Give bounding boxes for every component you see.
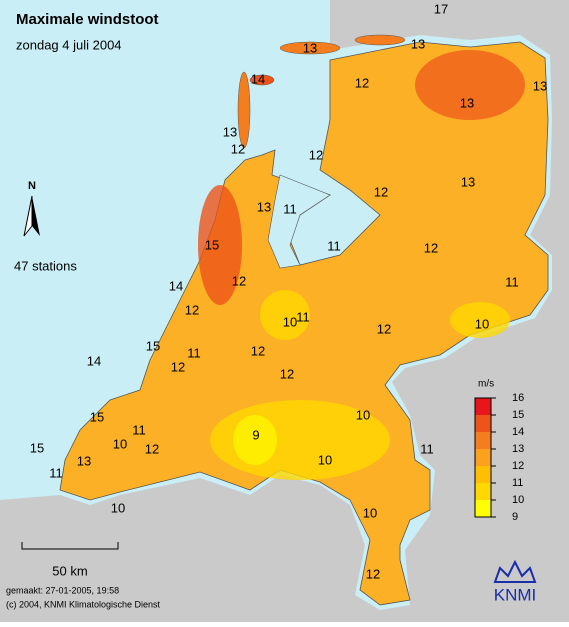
station-value: 9	[252, 427, 259, 442]
legend-frame	[474, 397, 492, 518]
legend-tick-label: 15	[512, 409, 524, 421]
station-value: 12	[185, 302, 199, 317]
station-value: 10	[113, 436, 127, 451]
legend-swatch	[475, 415, 491, 432]
station-value: 15	[90, 409, 104, 424]
station-value: 11	[296, 309, 310, 324]
legend-swatch	[475, 449, 491, 466]
station-value: 12	[377, 321, 391, 336]
legend-tick-label: 10	[512, 494, 524, 506]
station-value: 13	[223, 124, 237, 139]
station-value: 12	[374, 184, 388, 199]
station-value: 12	[251, 343, 265, 358]
station-value: 17	[434, 1, 448, 16]
legend-swatch	[475, 432, 491, 449]
station-value: 11	[187, 345, 201, 360]
subtitle: zondag 4 juli 2004	[16, 37, 122, 52]
station-value: 10	[475, 316, 489, 331]
north-label: N	[28, 180, 36, 192]
station-value: 14	[169, 278, 183, 293]
east-low	[450, 302, 510, 338]
scale-bar	[21, 542, 119, 550]
station-value: 12	[145, 441, 159, 456]
central-low	[260, 290, 310, 340]
south-min	[233, 415, 277, 465]
legend-tick-label: 16	[512, 392, 524, 404]
station-value: 12	[309, 147, 323, 162]
station-value: 13	[303, 40, 317, 55]
legend-swatch	[475, 466, 491, 483]
station-value: 12	[424, 240, 438, 255]
title: Maximale windstoot	[16, 11, 159, 28]
station-value: 11	[505, 274, 519, 289]
legend-unit: m/s	[478, 379, 494, 390]
north-arrow	[32, 196, 40, 236]
station-value: 13	[533, 78, 547, 93]
north-high	[415, 50, 525, 120]
legend-tick-label: 13	[512, 443, 524, 455]
ijsselmeer	[267, 174, 331, 269]
station-value: 13	[460, 95, 474, 110]
station-value: 13	[257, 199, 271, 214]
station-value: 12	[355, 75, 369, 90]
station-value: 13	[411, 36, 425, 51]
station-value: 12	[280, 366, 294, 381]
station-value: 13	[77, 453, 91, 468]
station-value: 10	[283, 314, 297, 329]
island	[237, 71, 251, 149]
island	[249, 74, 275, 86]
legend-tick-label: 9	[512, 511, 518, 523]
station-value: 14	[87, 353, 101, 368]
station-value: 10	[363, 505, 377, 520]
coastal-high	[198, 185, 242, 305]
station-value: 11	[327, 238, 341, 253]
legend-tick-label: 11	[512, 477, 523, 489]
legend-swatch	[475, 398, 491, 415]
station-value: 10	[318, 452, 332, 467]
station-value: 11	[283, 201, 297, 216]
station-value: 11	[132, 422, 146, 437]
station-value: 12	[232, 273, 246, 288]
logo-text: KNMI	[494, 585, 537, 604]
island	[279, 41, 341, 55]
legend-tick-label: 12	[512, 460, 524, 472]
station-value: 15	[146, 338, 160, 353]
station-value: 13	[461, 174, 475, 189]
legend-swatch	[475, 483, 491, 500]
stations-note: 47 stations	[14, 258, 77, 273]
station-value: 15	[30, 440, 44, 455]
station-value: 10	[356, 407, 370, 422]
logo: KNMI	[493, 559, 537, 604]
footer: (c) 2004, KNMI Klimatologische Dienst	[6, 599, 161, 609]
footer: gemaakt: 27-01-2005, 19:58	[6, 585, 119, 595]
station-value: 12	[231, 141, 245, 156]
scale-label: 50 km	[52, 563, 87, 578]
island	[354, 34, 406, 46]
legend-swatch	[475, 500, 491, 517]
station-value: 12	[171, 359, 185, 374]
station-value: 10	[111, 500, 125, 515]
station-value: 14	[251, 71, 265, 86]
station-value: 12	[366, 566, 380, 581]
station-value: 11	[49, 465, 63, 480]
station-value: 15	[205, 237, 219, 252]
legend-tick-label: 14	[512, 426, 524, 438]
station-value: 11	[420, 441, 434, 456]
